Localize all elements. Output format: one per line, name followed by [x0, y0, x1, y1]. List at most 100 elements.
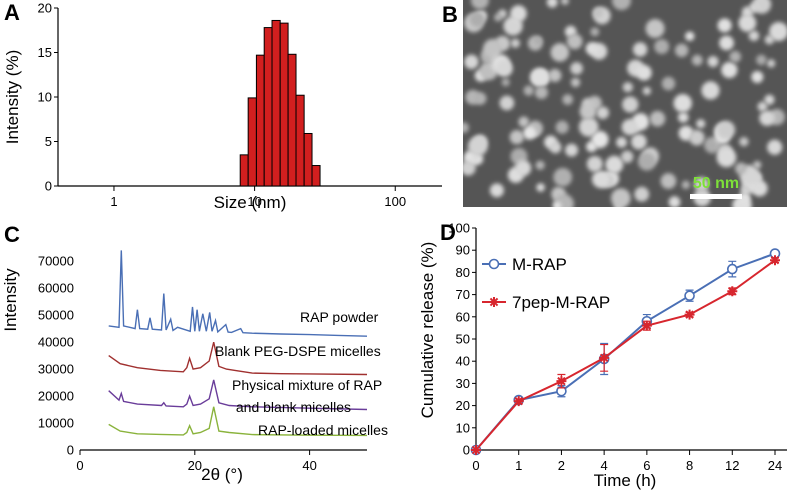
particle — [548, 68, 562, 82]
x-tick-label: 40 — [302, 458, 316, 473]
particle — [767, 139, 783, 155]
particle — [694, 176, 710, 192]
bar — [263, 27, 273, 187]
particle — [463, 160, 476, 176]
y-tick-label: 40000 — [38, 335, 74, 350]
y-tick-label: 90 — [456, 243, 470, 258]
x-tick-label: 1 — [515, 458, 522, 473]
y-tick-label: 30000 — [38, 362, 74, 377]
particle — [738, 14, 757, 32]
particle — [716, 147, 737, 168]
y-tick-label: 70 — [456, 287, 470, 302]
particle — [660, 173, 677, 189]
x-tick-label: 20 — [188, 458, 202, 473]
particle — [716, 120, 736, 139]
x-tick-label: 12 — [725, 458, 739, 473]
scale-bar — [690, 194, 742, 199]
panel-label: C — [4, 222, 20, 247]
particle — [637, 152, 656, 171]
particle — [764, 94, 775, 105]
particle — [677, 112, 689, 123]
marker — [513, 396, 524, 407]
particle — [469, 11, 486, 28]
particle — [757, 101, 768, 112]
particle — [570, 77, 581, 88]
series-label: RAP-loaded micelles — [258, 422, 388, 438]
y-tick-label: 30 — [456, 376, 470, 391]
x-tick-label: 0 — [76, 458, 83, 473]
scale-bar-label: 50 nm — [693, 175, 739, 192]
bar — [311, 165, 321, 187]
bar — [239, 154, 249, 187]
particle — [489, 183, 504, 198]
particle — [570, 62, 583, 75]
particle — [751, 71, 764, 84]
particle — [586, 155, 603, 172]
particle — [473, 92, 487, 105]
particle — [546, 0, 558, 8]
particle — [510, 5, 527, 22]
y-tick-label: 15 — [38, 45, 52, 60]
particle — [566, 33, 583, 50]
particle — [753, 160, 762, 169]
tem-image: 50 nm B — [442, 0, 787, 207]
particle — [636, 65, 652, 81]
particle — [756, 54, 767, 66]
particle — [591, 170, 610, 189]
y-tick-label: 0 — [463, 443, 470, 458]
bar — [295, 94, 305, 187]
particle — [578, 117, 599, 137]
panel-label: A — [4, 0, 20, 25]
x-tick-label: 2 — [558, 458, 565, 473]
particle — [550, 43, 570, 62]
particle — [523, 126, 537, 140]
y-tick-label: 0 — [67, 443, 74, 458]
marker — [489, 297, 499, 307]
particle — [631, 133, 647, 150]
marker — [641, 320, 652, 331]
particle — [685, 31, 695, 41]
particle — [590, 27, 600, 37]
y-tick-label: 60 — [456, 309, 470, 324]
marker — [684, 309, 695, 320]
particle — [471, 153, 484, 165]
marker — [770, 255, 780, 266]
x-axis-label: Time (h) — [594, 471, 657, 490]
particle — [681, 180, 691, 190]
bar — [279, 22, 289, 187]
y-tick-label: 10000 — [38, 416, 74, 431]
y-tick-label: 40 — [456, 354, 470, 369]
particle — [534, 85, 549, 100]
particle — [622, 82, 634, 93]
y-axis-label: Cumulative release (%) — [418, 242, 437, 419]
marker — [727, 286, 738, 297]
marker — [488, 258, 500, 270]
particle — [501, 78, 510, 87]
particle — [509, 130, 524, 145]
particle — [751, 172, 763, 183]
y-tick-label: 20 — [456, 398, 470, 413]
y-tick-label: 0 — [45, 179, 52, 194]
particle — [610, 188, 631, 207]
marker — [471, 445, 481, 455]
particle — [701, 81, 720, 100]
particle — [748, 30, 760, 42]
particle — [518, 116, 530, 128]
y-tick-label: 80 — [456, 265, 470, 280]
marker — [726, 263, 738, 275]
y-tick-label: 100 — [448, 221, 470, 236]
particle — [549, 141, 562, 154]
particle — [751, 180, 768, 197]
particle — [634, 186, 650, 202]
series-line — [108, 406, 368, 437]
particle — [585, 42, 599, 56]
bar — [303, 132, 313, 187]
particle — [560, 0, 569, 5]
particle — [612, 0, 631, 11]
particle — [673, 93, 692, 113]
series-line — [108, 341, 368, 376]
particle — [529, 68, 549, 87]
y-tick-label: 5 — [45, 134, 52, 149]
